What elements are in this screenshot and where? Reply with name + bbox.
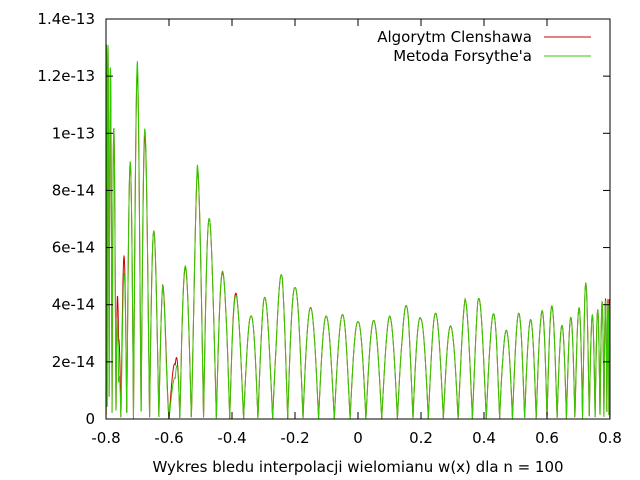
x-tick-label: 0.6	[535, 429, 559, 447]
y-tick-label: 0	[85, 410, 95, 428]
x-tick-label: -0.6	[154, 429, 183, 447]
x-axis-title: Wykres bledu interpolacji wielomianu w(x…	[152, 458, 563, 476]
legend-label: Metoda Forsythe'a	[393, 47, 532, 65]
x-tick-label: -0.2	[280, 429, 309, 447]
y-tick-label: 6e-14	[52, 239, 95, 257]
x-tick-label: 0.2	[409, 429, 433, 447]
y-tick-label: 1.4e-13	[37, 10, 95, 28]
x-tick-label: 0.8	[598, 429, 622, 447]
x-tick-label: -0.4	[217, 429, 246, 447]
y-tick-label: 1.2e-13	[37, 67, 95, 85]
x-tick-label: 0.4	[472, 429, 496, 447]
y-tick-label: 4e-14	[52, 296, 95, 314]
x-tick-label: -0.8	[91, 429, 120, 447]
y-tick-label: 2e-14	[52, 353, 95, 371]
y-tick-label: 1e-13	[52, 124, 95, 142]
ticks-layer: -0.8 -0.6 -0.4 -0.2 0 0.2 0.4 0.6 0.8 0 2e-14 4e-14…	[37, 10, 622, 447]
y-tick-label: 8e-14	[52, 181, 95, 199]
legend-label: Algorytm Clenshawa	[377, 28, 532, 46]
series-line-1	[105, 44, 611, 419]
series-layer	[105, 44, 611, 419]
x-tick-label: 0	[353, 429, 363, 447]
